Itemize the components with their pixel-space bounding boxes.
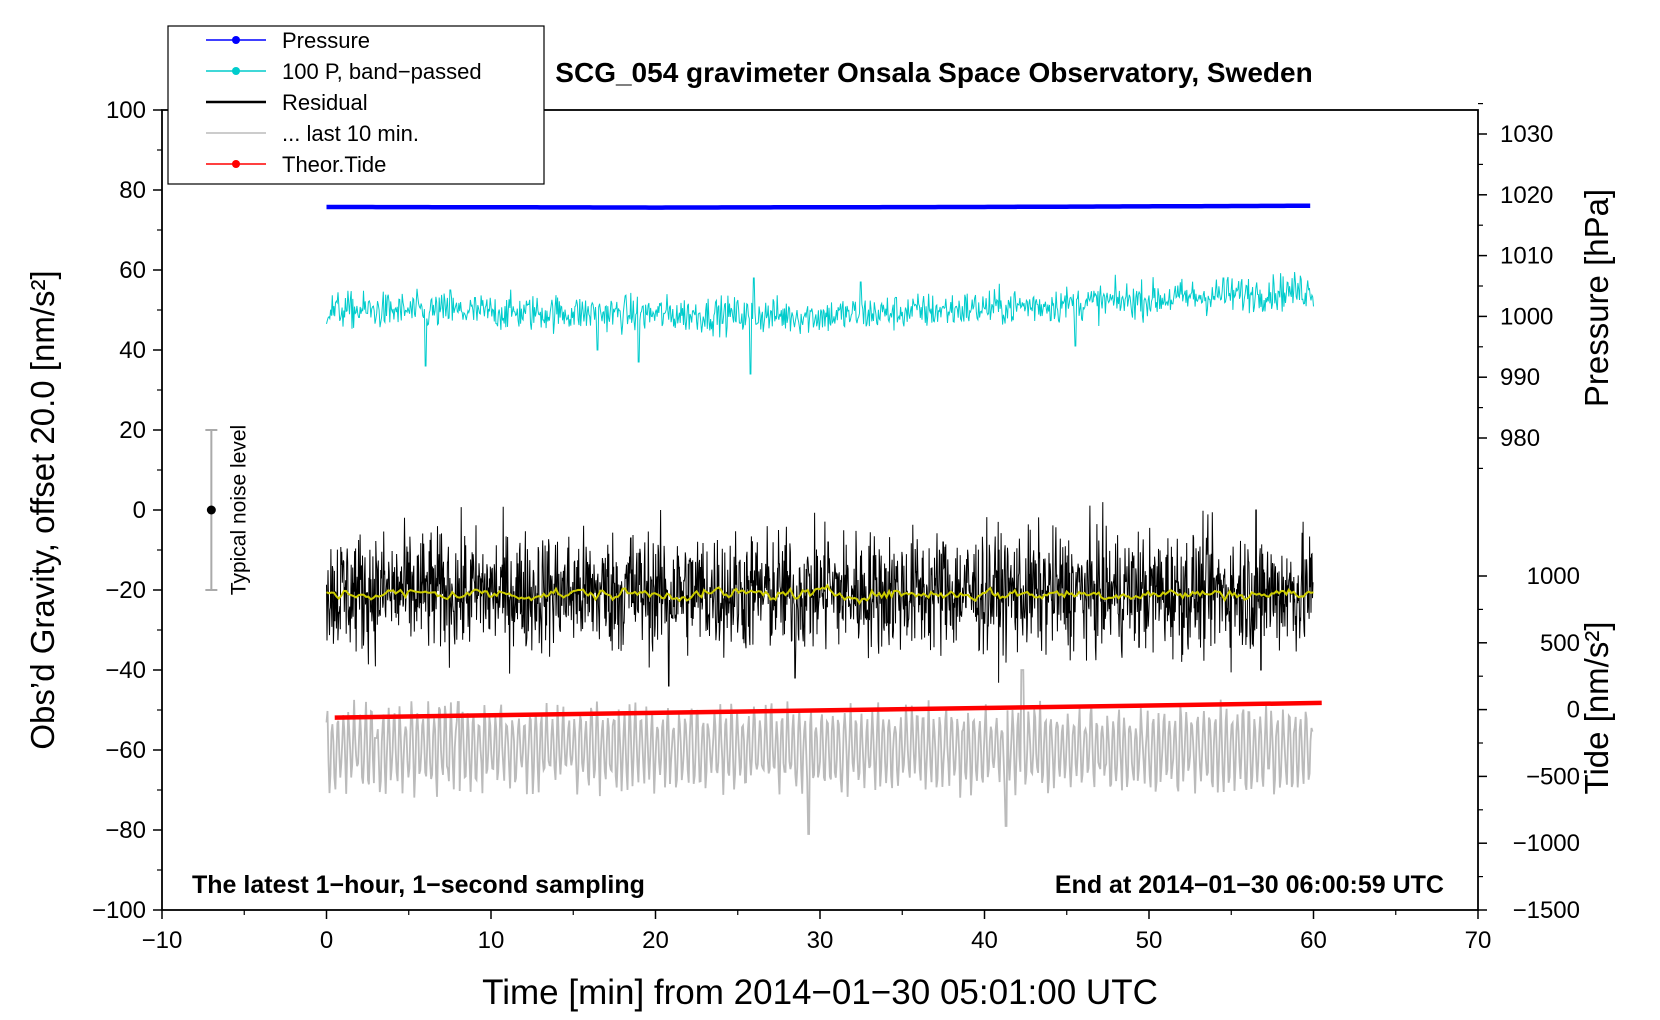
- pressure-tick-label: 1000: [1500, 303, 1553, 330]
- x-tick-label: 20: [642, 927, 669, 954]
- series-last-10-min: [325, 669, 1314, 835]
- noise-center-dot: [206, 505, 216, 515]
- x-axis-label: Time [min] from 2014−01−30 05:01:00 UTC: [482, 973, 1158, 1012]
- tide-tick-label: −500: [1526, 763, 1580, 790]
- y-left-tick-label: −20: [105, 577, 146, 604]
- series-layer: [325, 203, 1322, 835]
- series-pressure-bandpassed: [326, 271, 1314, 375]
- tide-tick-label: 0: [1567, 697, 1580, 724]
- y-axis-label-left: Obs’d Gravity, offset 20.0 [nm/s²]: [24, 270, 61, 749]
- x-tick-label: 0: [320, 927, 333, 954]
- y-left-tick-label: 20: [119, 417, 146, 444]
- tide-tick-label: −1500: [1513, 897, 1580, 924]
- x-tick-label: 60: [1300, 927, 1327, 954]
- x-tick-label: −10: [142, 927, 183, 954]
- legend: Pressure 100 P, band−passed Residual ... la…: [167, 25, 545, 185]
- plot-frame: [161, 109, 1479, 911]
- y-axis-label-pressure: Pressure [hPa]: [1578, 189, 1615, 407]
- tide-tick-label: 1000: [1527, 563, 1580, 590]
- legend-marker: [232, 36, 240, 44]
- y-left-tick-label: −40: [105, 657, 146, 684]
- x-tick-label: 50: [1136, 927, 1163, 954]
- tide-tick-label: 500: [1540, 630, 1580, 657]
- pressure-tick-label: 1010: [1500, 243, 1553, 270]
- legend-label: 100 P, band−passed: [282, 59, 482, 84]
- series-residual-smoothed: [326, 583, 1314, 606]
- annotation-bottom-left: The latest 1−hour, 1−second sampling: [192, 871, 645, 899]
- y-left-tick-label: −100: [92, 897, 146, 924]
- series-pressure: [326, 203, 1311, 210]
- legend-label: Residual: [282, 90, 368, 115]
- y-left-tick-label: 100: [106, 97, 146, 124]
- y-left-tick-label: −60: [105, 737, 146, 764]
- chart-title: SCG_054 gravimeter Onsala Space Observat…: [555, 57, 1312, 88]
- x-tick-label: 30: [807, 927, 834, 954]
- legend-marker: [232, 67, 240, 75]
- pressure-tick-label: 1030: [1500, 121, 1553, 148]
- series-residual: [326, 502, 1314, 687]
- legend-label: ... last 10 min.: [282, 121, 419, 146]
- y-axis-label-tide: Tide [nm/s²]: [1578, 622, 1615, 795]
- y-left-tick-label: 60: [119, 257, 146, 284]
- y-left-tick-label: −80: [105, 817, 146, 844]
- noise-label: Typical noise level: [227, 425, 250, 595]
- series-theor-tide: [334, 700, 1322, 720]
- x-tick-label: 70: [1465, 927, 1492, 954]
- legend-marker: [232, 160, 240, 168]
- pressure-tick-label: 990: [1500, 364, 1540, 391]
- axis-layer: −10 0 10 20 30 40 50 60 70100806040200−20−40−60−…: [92, 97, 1580, 954]
- legend-label: Pressure: [282, 28, 370, 53]
- x-tick-label: 40: [971, 927, 998, 954]
- y-left-tick-label: 40: [119, 337, 146, 364]
- tide-tick-label: −1000: [1513, 830, 1580, 857]
- legend-label: Theor.Tide: [282, 152, 386, 177]
- pressure-tick-label: 980: [1500, 425, 1540, 452]
- y-left-tick-label: 0: [133, 497, 146, 524]
- y-left-tick-label: 80: [119, 177, 146, 204]
- annotation-bottom-right: End at 2014−01−30 06:00:59 UTC: [1055, 871, 1444, 899]
- legend-box: [167, 25, 545, 185]
- pressure-tick-label: 1020: [1500, 182, 1553, 209]
- x-tick-label: 10: [478, 927, 505, 954]
- noise-indicator: Typical noise level: [205, 425, 250, 595]
